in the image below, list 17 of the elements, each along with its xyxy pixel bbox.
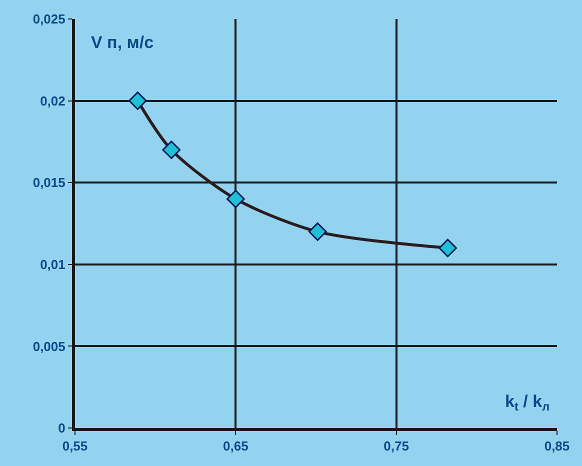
y-tick-label: 0,015 (32, 175, 66, 190)
x-tick-label: 0,65 (223, 438, 248, 454)
x-axis-title: k$_{t}$ / k$_{л}$ (505, 392, 550, 414)
y-tick-label: 0,01 (40, 256, 66, 272)
x-tick-label: 0,75 (384, 438, 409, 454)
x-tick-label: 0,85 (544, 438, 570, 454)
point (438, 238, 457, 258)
point (226, 190, 245, 208)
point (308, 222, 327, 241)
x-tick-label: 0,55 (62, 438, 88, 454)
point (162, 140, 181, 160)
point (128, 92, 147, 110)
y-tick-label: 0 (58, 420, 66, 436)
y-tick-label: 0,025 (32, 12, 66, 27)
y-axis-title: V п, м/с (91, 33, 154, 52)
y-tick-label: 0,02 (40, 93, 66, 108)
y-tick-label: 0,005 (32, 338, 66, 354)
